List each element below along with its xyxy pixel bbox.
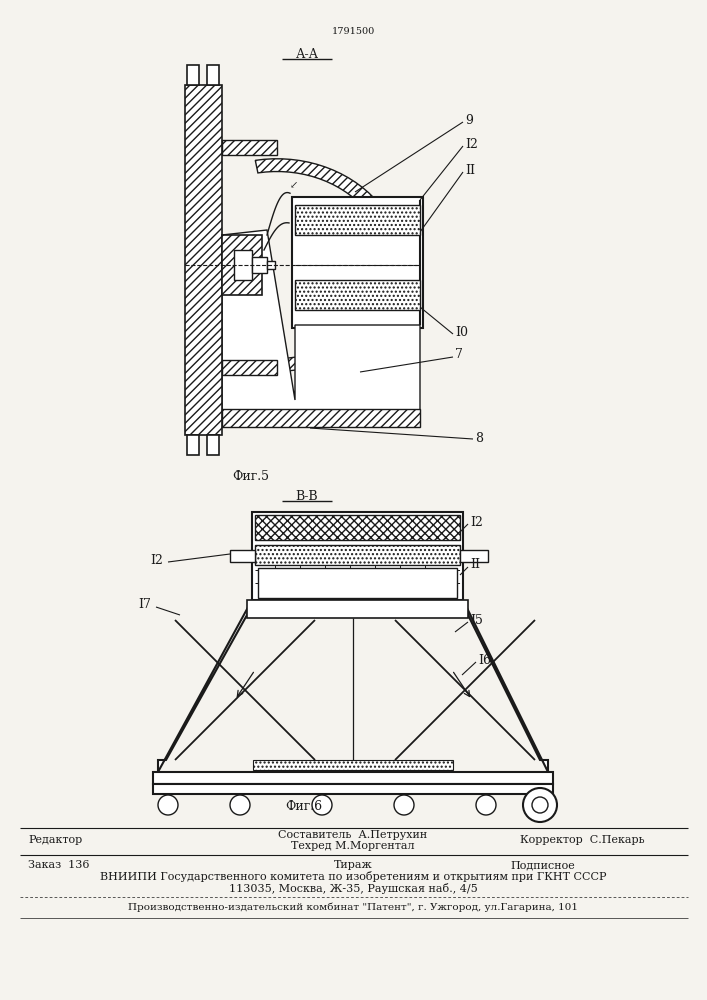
Bar xyxy=(207,65,219,85)
Text: I7: I7 xyxy=(138,598,151,611)
Polygon shape xyxy=(255,159,402,371)
Text: I5: I5 xyxy=(470,613,483,626)
Bar xyxy=(153,772,553,784)
Text: ↙: ↙ xyxy=(290,180,298,190)
Text: Составитель  А.Петрухин: Составитель А.Петрухин xyxy=(279,830,428,840)
Text: 1791500: 1791500 xyxy=(332,27,375,36)
Polygon shape xyxy=(463,600,548,772)
Text: Техред М.Моргентал: Техред М.Моргентал xyxy=(291,841,415,851)
Bar xyxy=(295,205,420,235)
Bar xyxy=(222,409,420,427)
Text: Фиг.6: Фиг.6 xyxy=(285,800,322,814)
Text: 8: 8 xyxy=(475,432,483,444)
Circle shape xyxy=(158,795,178,815)
Text: Корректор  С.Пекарь: Корректор С.Пекарь xyxy=(520,835,645,845)
Bar xyxy=(295,280,420,310)
Circle shape xyxy=(532,797,548,813)
Text: I2: I2 xyxy=(150,554,163,566)
Polygon shape xyxy=(222,230,420,415)
Bar xyxy=(222,140,277,155)
Text: Подписное: Подписное xyxy=(510,860,575,870)
Bar xyxy=(267,261,275,269)
Bar xyxy=(222,235,262,295)
Text: ВНИИПИ Государственного комитета по изобретениям и открытиям при ГКНТ СССР: ВНИИПИ Государственного комитета по изоб… xyxy=(100,871,606,882)
Bar xyxy=(153,784,553,794)
Text: Заказ  136: Заказ 136 xyxy=(28,860,90,870)
Text: I6: I6 xyxy=(478,654,491,666)
Text: Редактор: Редактор xyxy=(28,835,82,845)
Bar xyxy=(460,550,488,562)
Circle shape xyxy=(476,795,496,815)
Text: I2: I2 xyxy=(465,137,478,150)
Bar xyxy=(252,512,463,600)
Polygon shape xyxy=(158,600,252,772)
Bar xyxy=(234,250,252,280)
Text: А-А: А-А xyxy=(296,47,319,60)
Bar xyxy=(255,515,460,540)
Circle shape xyxy=(523,788,557,822)
Bar xyxy=(252,257,267,273)
Text: 9: 9 xyxy=(465,113,473,126)
Bar xyxy=(187,435,199,455)
Text: Фиг.5: Фиг.5 xyxy=(232,471,269,484)
Circle shape xyxy=(312,795,332,815)
Bar xyxy=(222,360,277,375)
Bar xyxy=(247,600,468,618)
Bar xyxy=(292,197,423,328)
Text: I2: I2 xyxy=(470,516,483,528)
Circle shape xyxy=(394,795,414,815)
Text: В-В: В-В xyxy=(296,489,318,502)
Text: 113035, Москва, Ж-35, Раушская наб., 4/5: 113035, Москва, Ж-35, Раушская наб., 4/5 xyxy=(228,882,477,894)
Bar xyxy=(230,550,255,562)
Bar xyxy=(187,65,199,85)
Text: I0: I0 xyxy=(455,326,468,338)
Text: II: II xyxy=(470,558,480,572)
Bar xyxy=(258,568,457,598)
Bar xyxy=(207,435,219,455)
Bar xyxy=(255,545,460,565)
Text: II: II xyxy=(465,163,475,176)
Text: 7: 7 xyxy=(455,349,463,361)
Circle shape xyxy=(230,795,250,815)
Bar xyxy=(253,760,453,770)
Text: Тираж: Тираж xyxy=(334,860,373,870)
Text: Производственно-издательский комбинат "Патент", г. Ужгород, ул.Гагарина, 101: Производственно-издательский комбинат "П… xyxy=(128,902,578,912)
Bar xyxy=(185,85,222,435)
